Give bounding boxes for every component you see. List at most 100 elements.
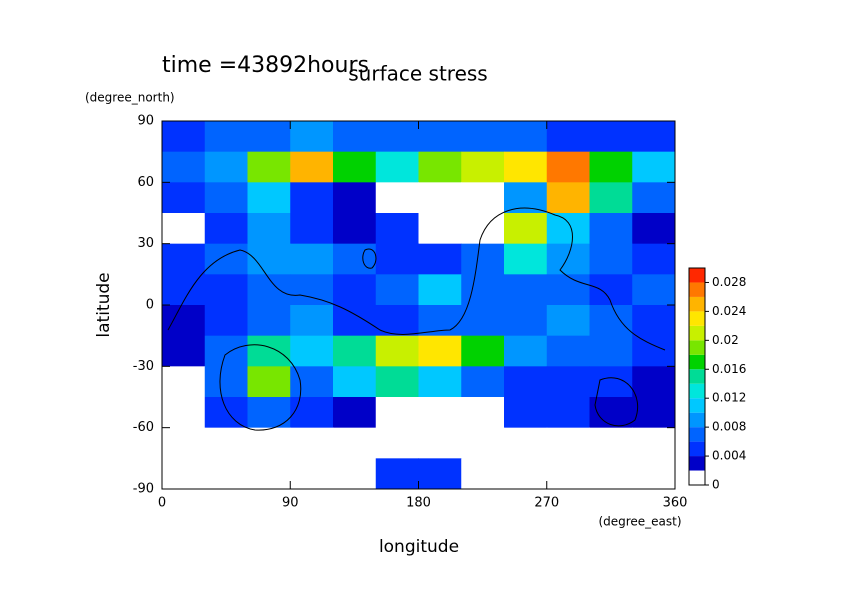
field-cell xyxy=(461,274,505,306)
field-cell xyxy=(589,213,633,245)
field-cell xyxy=(504,366,548,398)
field-cell xyxy=(247,213,291,245)
field-cell xyxy=(333,366,377,398)
x-tick-label: 270 xyxy=(534,496,559,511)
field-cell xyxy=(333,243,377,275)
x-tick-label: 90 xyxy=(282,496,299,511)
field-cell xyxy=(290,335,334,367)
colorbar-cell xyxy=(689,470,705,485)
field-cell xyxy=(546,335,590,367)
field-cell xyxy=(333,121,377,153)
field-cell xyxy=(546,397,590,429)
field-cell xyxy=(589,274,633,306)
field-cell xyxy=(375,458,419,490)
field-cell xyxy=(418,151,462,183)
colorbar-tick-label: 0.028 xyxy=(712,275,746,289)
field-cell xyxy=(461,335,505,367)
colorbar-cell xyxy=(689,412,705,428)
field-cell xyxy=(632,305,676,337)
colorbar-cell xyxy=(689,354,705,370)
field-cell xyxy=(546,151,590,183)
field-cell xyxy=(204,366,248,398)
field-cell xyxy=(204,335,248,367)
y-tick-label: -90 xyxy=(133,482,154,497)
field-cell xyxy=(333,151,377,183)
field-cell xyxy=(504,458,548,490)
field-cell xyxy=(247,335,291,367)
field-cell xyxy=(247,121,291,153)
field-cell xyxy=(546,274,590,306)
field-cell xyxy=(247,366,291,398)
field-cell xyxy=(418,182,462,214)
field-cell xyxy=(461,213,505,245)
field-cell xyxy=(162,366,206,398)
coast-path xyxy=(362,248,377,269)
y-tick-label: 90 xyxy=(137,114,154,129)
field-cell xyxy=(418,213,462,245)
field-cell xyxy=(589,366,633,398)
coast-path xyxy=(594,377,639,427)
field-cell xyxy=(290,274,334,306)
x-tick-label: 360 xyxy=(663,496,688,511)
field-cell xyxy=(247,397,291,429)
field-cell xyxy=(204,243,248,275)
field-cell xyxy=(290,121,334,153)
colorbar-tick-label: 0 xyxy=(712,478,720,492)
field-cell xyxy=(461,458,505,490)
y-tick-label: -30 xyxy=(133,359,154,374)
field-cell xyxy=(204,182,248,214)
colorbar-tick-label: 0.02 xyxy=(712,333,739,347)
field-cell xyxy=(204,274,248,306)
field-cell xyxy=(162,397,206,429)
colorbar-cell xyxy=(689,456,705,471)
field-cell xyxy=(375,182,419,214)
y-tick-label: -60 xyxy=(133,420,154,435)
field-cell xyxy=(504,274,548,306)
field-cell xyxy=(504,151,548,183)
colorbar-cell xyxy=(689,340,705,355)
field-cell xyxy=(418,427,462,459)
field-cell xyxy=(204,427,248,459)
colorbar-frame xyxy=(688,267,706,486)
field-cell xyxy=(204,213,248,245)
x-tick-label: 180 xyxy=(406,496,431,511)
field-cell xyxy=(632,397,676,429)
field-cell xyxy=(418,366,462,398)
field-cell xyxy=(290,213,334,245)
field-cell xyxy=(162,335,206,367)
field-cell xyxy=(632,151,676,183)
field-cell xyxy=(546,305,590,337)
colorbar-cell xyxy=(689,427,705,442)
field-cell xyxy=(461,243,505,275)
y-tick-label: 60 xyxy=(137,175,154,190)
field-cell xyxy=(333,305,377,337)
field-cell xyxy=(589,182,633,214)
field-cell xyxy=(589,121,633,153)
colorbar-tick-label: 0.004 xyxy=(712,449,746,463)
field-cell xyxy=(375,243,419,275)
field-cell xyxy=(589,151,633,183)
field-cell xyxy=(589,458,633,490)
field-cell xyxy=(461,151,505,183)
field-cell xyxy=(247,458,291,490)
field-cell xyxy=(375,335,419,367)
field-cell xyxy=(632,335,676,367)
field-cell xyxy=(546,366,590,398)
field-cell xyxy=(632,458,676,490)
field-cell xyxy=(290,458,334,490)
field-cell xyxy=(546,213,590,245)
field-cell xyxy=(632,274,676,306)
field-cell xyxy=(162,458,206,490)
field-cell xyxy=(162,427,206,459)
field-cell xyxy=(461,397,505,429)
field-cell xyxy=(589,305,633,337)
field-cell xyxy=(162,213,206,245)
field-cell xyxy=(632,243,676,275)
colorbar-cell xyxy=(689,383,705,399)
field-cell xyxy=(333,427,377,459)
field-cell xyxy=(204,151,248,183)
field-cell xyxy=(290,151,334,183)
colorbar-cell xyxy=(689,311,705,326)
field-cell xyxy=(333,458,377,490)
